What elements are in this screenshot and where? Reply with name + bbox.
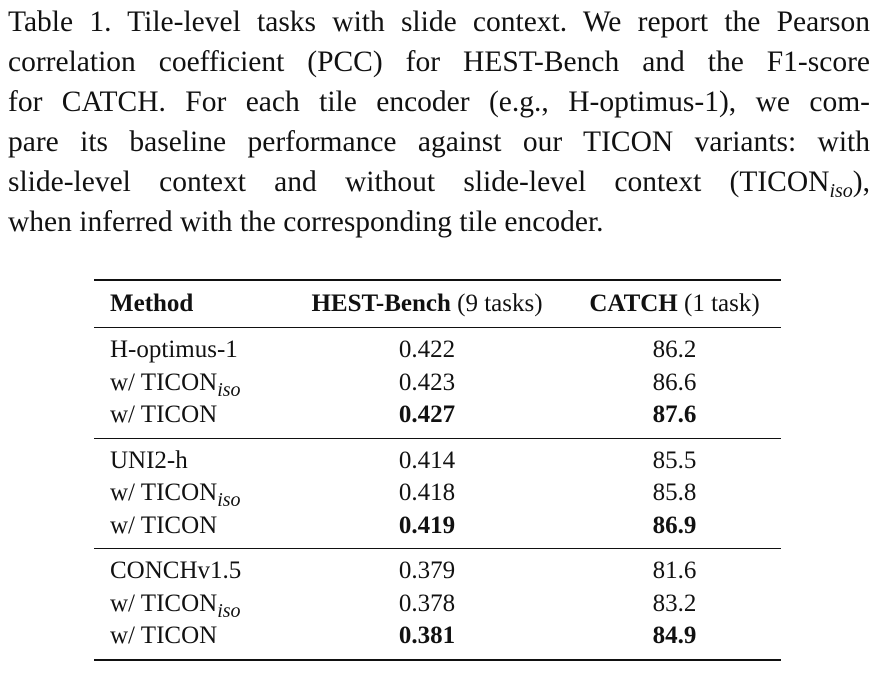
table-row: w/ TICON 0.419 86.9 [94, 510, 781, 549]
header-hest-bench: HEST-Bench (9 tasks) [311, 290, 543, 317]
catch-cell: 83.2 [652, 589, 697, 617]
table-row: w/ TICON 0.427 87.6 [94, 399, 781, 438]
caption-line-3: for CATCH. For each tile encoder (e.g., … [8, 86, 870, 118]
caption-line-4: pare its baseline performance against ou… [8, 126, 870, 158]
catch-cell: 85.5 [652, 446, 697, 474]
hest-bench-cell: 0.427 [398, 401, 456, 428]
hest-bench-cell: 0.379 [398, 557, 456, 584]
method-cell: w/ TICONiso [110, 589, 241, 622]
results-table: Method HEST-Bench (9 tasks) CATCH (1 tas… [94, 279, 781, 661]
hest-bench-cell: 0.419 [398, 511, 456, 539]
caption-line-6: when inferred with the corresponding til… [8, 206, 604, 238]
catch-cell: 84.9 [652, 622, 697, 649]
table-row: CONCHv1.5 0.379 81.6 [94, 548, 781, 588]
table-caption: Table 1. Tile-level tasks with slide con… [8, 2, 870, 242]
method-cell: w/ TICON [110, 622, 218, 649]
header-method: Method [110, 290, 194, 317]
hest-bench-cell: 0.414 [398, 446, 456, 474]
catch-cell: 87.6 [652, 401, 697, 428]
table-body: H-optimus-1 0.422 86.2 w/ TICONiso 0.423 86.6… [94, 327, 781, 660]
caption-line-1: Table 1. Tile-level tasks with slide con… [8, 6, 870, 38]
table-row: w/ TICONiso 0.378 83.2 [94, 588, 781, 621]
caption-line-5-tail: ), [852, 166, 870, 198]
method-cell: w/ TICONiso [110, 368, 241, 401]
method-cell: UNI2-h [110, 446, 188, 474]
header-row: Method HEST-Bench (9 tasks) CATCH (1 tas… [94, 280, 781, 328]
table-row: w/ TICONiso 0.418 85.8 [94, 477, 781, 510]
hest-bench-cell: 0.381 [398, 622, 456, 649]
caption-line-2: correlation coefficient (PCC) for HEST-B… [8, 46, 870, 78]
hest-bench-cell: 0.423 [398, 368, 456, 396]
table-row: w/ TICONiso 0.423 86.6 [94, 367, 781, 400]
table-row: w/ TICON 0.381 84.9 [94, 620, 781, 660]
method-cell: w/ TICONiso [110, 479, 241, 511]
header-catch: CATCH (1 task) [589, 290, 760, 317]
table-row: UNI2-h 0.414 85.5 [94, 438, 781, 477]
method-cell: H-optimus-1 [110, 336, 238, 363]
caption-iso-subscript: iso [829, 180, 853, 202]
hest-bench-cell: 0.422 [398, 336, 456, 363]
catch-cell: 85.8 [652, 479, 697, 506]
catch-cell: 86.9 [652, 511, 697, 539]
iso-subscript: iso [217, 378, 241, 401]
catch-cell: 81.6 [652, 557, 697, 584]
catch-cell: 86.6 [652, 368, 697, 396]
method-cell: w/ TICON [110, 401, 218, 428]
hest-bench-cell: 0.378 [398, 589, 456, 617]
method-cell: CONCHv1.5 [110, 557, 242, 584]
method-cell: w/ TICON [110, 511, 218, 539]
catch-cell: 86.2 [652, 336, 697, 363]
table-row: H-optimus-1 0.422 86.2 [94, 327, 781, 367]
caption-line-5-text: slide-level context and without slide-le… [8, 166, 830, 198]
hest-bench-cell: 0.418 [398, 479, 456, 506]
iso-subscript: iso [217, 489, 241, 511]
iso-subscript: iso [217, 599, 241, 622]
caption-line-5: slide-level context and without slide-le… [8, 162, 870, 202]
